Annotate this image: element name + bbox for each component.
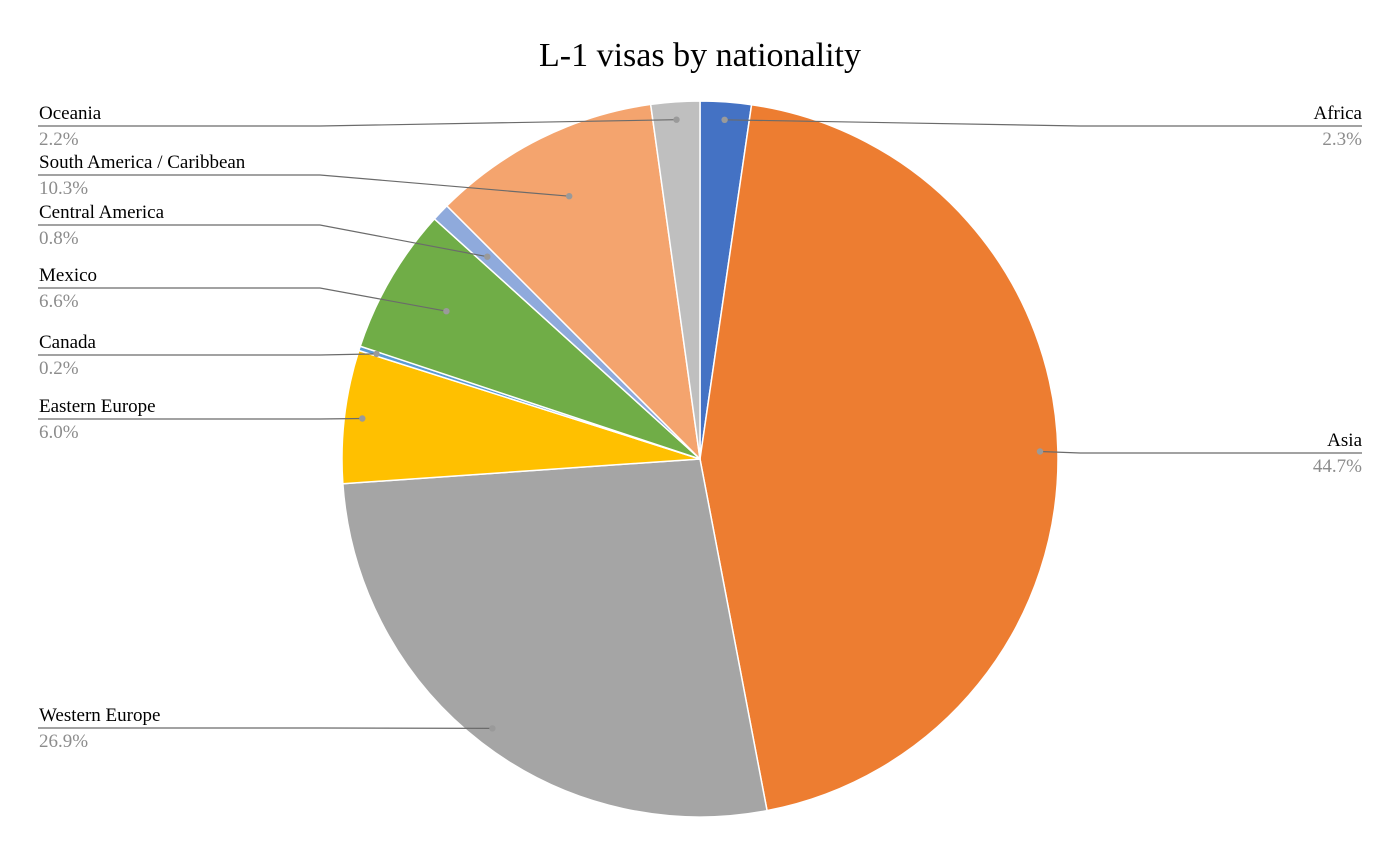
slice-percent-eastern-europe: 6.0%	[39, 422, 79, 443]
leader-dot-oceania	[673, 116, 680, 123]
pie-slice-south-america-caribbean	[445, 103, 702, 462]
pie-slice-western-europe	[342, 458, 768, 818]
leader-dot-central-america	[484, 253, 491, 260]
pie-slice-asia	[699, 103, 1059, 812]
slice-label-south-america-caribbean: South America / Caribbean	[39, 152, 246, 173]
chart-title: L-1 visas by nationality	[539, 37, 861, 74]
slice-percent-central-america: 0.8%	[39, 228, 79, 249]
slice-percent-western-europe: 26.9%	[39, 731, 88, 752]
leader-line-south-america-caribbean	[38, 174, 570, 197]
leader-dot-eastern-europe	[359, 415, 366, 422]
leader-line-canada	[38, 353, 377, 356]
pie-slices	[341, 100, 1059, 818]
slice-percent-oceania: 2.2%	[39, 129, 79, 150]
slice-label-eastern-europe: Eastern Europe	[39, 396, 156, 417]
slice-label-central-america: Central America	[39, 202, 165, 223]
slice-label-africa: Africa	[1313, 103, 1362, 124]
leader-line-asia	[1039, 450, 1362, 454]
pie-labels: Africa 2.3% Asia 44.7% Western Europe 26.9% Ea…	[38, 103, 1363, 752]
slice-percent-africa: 2.3%	[1322, 129, 1362, 150]
pie-slice-eastern-europe	[341, 349, 701, 485]
slice-label-canada: Canada	[39, 332, 97, 353]
leader-dot-asia	[1036, 448, 1044, 455]
slice-label-oceania: Oceania	[39, 103, 102, 124]
slice-label-asia: Asia	[1327, 430, 1362, 451]
leader-line-mexico	[38, 287, 447, 312]
leader-line-eastern-europe	[38, 417, 363, 420]
leader-dot-africa	[721, 116, 728, 124]
pie-slice-mexico	[359, 217, 701, 460]
slice-percent-mexico: 6.6%	[39, 291, 79, 312]
leader-line-central-america	[38, 224, 488, 258]
slice-percent-asia: 44.7%	[1313, 456, 1362, 477]
leader-dot-canada	[373, 350, 380, 358]
slice-percent-canada: 0.2%	[39, 358, 79, 379]
slice-label-mexico: Mexico	[39, 265, 97, 286]
leader-dot-south-america-caribbean	[566, 193, 573, 200]
slice-label-western-europe: Western Europe	[39, 705, 160, 726]
leader-line-africa	[724, 119, 1362, 127]
leader-line-oceania	[38, 119, 677, 127]
leader-dot-mexico	[443, 308, 450, 315]
pie-slice-oceania	[649, 100, 701, 460]
leader-dot-western-europe	[489, 725, 496, 732]
slice-percent-south-america-caribbean: 10.3%	[39, 178, 88, 199]
